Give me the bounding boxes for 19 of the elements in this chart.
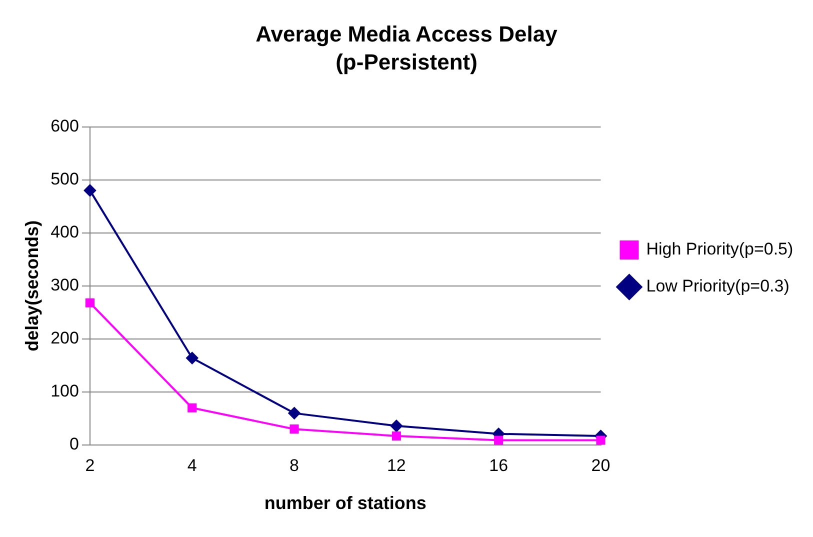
x-tick-label: 16 (489, 456, 508, 475)
y-tick-label: 0 (69, 434, 79, 454)
y-tick-label: 300 (50, 276, 79, 295)
y-tick-label: 600 (50, 116, 79, 136)
chart-title: Average Media Access Delay (256, 21, 558, 46)
y-tick-label: 400 (50, 222, 79, 242)
x-tick-label: 4 (187, 456, 197, 475)
x-tick-label: 12 (386, 456, 406, 475)
legend-label: High Priority(p=0.5) (646, 240, 794, 259)
y-tick-label: 200 (50, 328, 79, 348)
x-tick-label: 20 (591, 456, 610, 475)
chart-subtitle: (p-Persistent) (336, 50, 478, 75)
y-tick-label: 100 (50, 382, 79, 401)
legend-label: Low Priority(p=0.3) (646, 276, 790, 296)
y-tick-label: 500 (50, 170, 79, 189)
x-tick-label: 8 (290, 456, 300, 475)
x-axis-title: number of stations (264, 493, 426, 514)
x-tick-label: 2 (85, 456, 95, 475)
y-axis-title: delay(seconds) (22, 220, 42, 352)
